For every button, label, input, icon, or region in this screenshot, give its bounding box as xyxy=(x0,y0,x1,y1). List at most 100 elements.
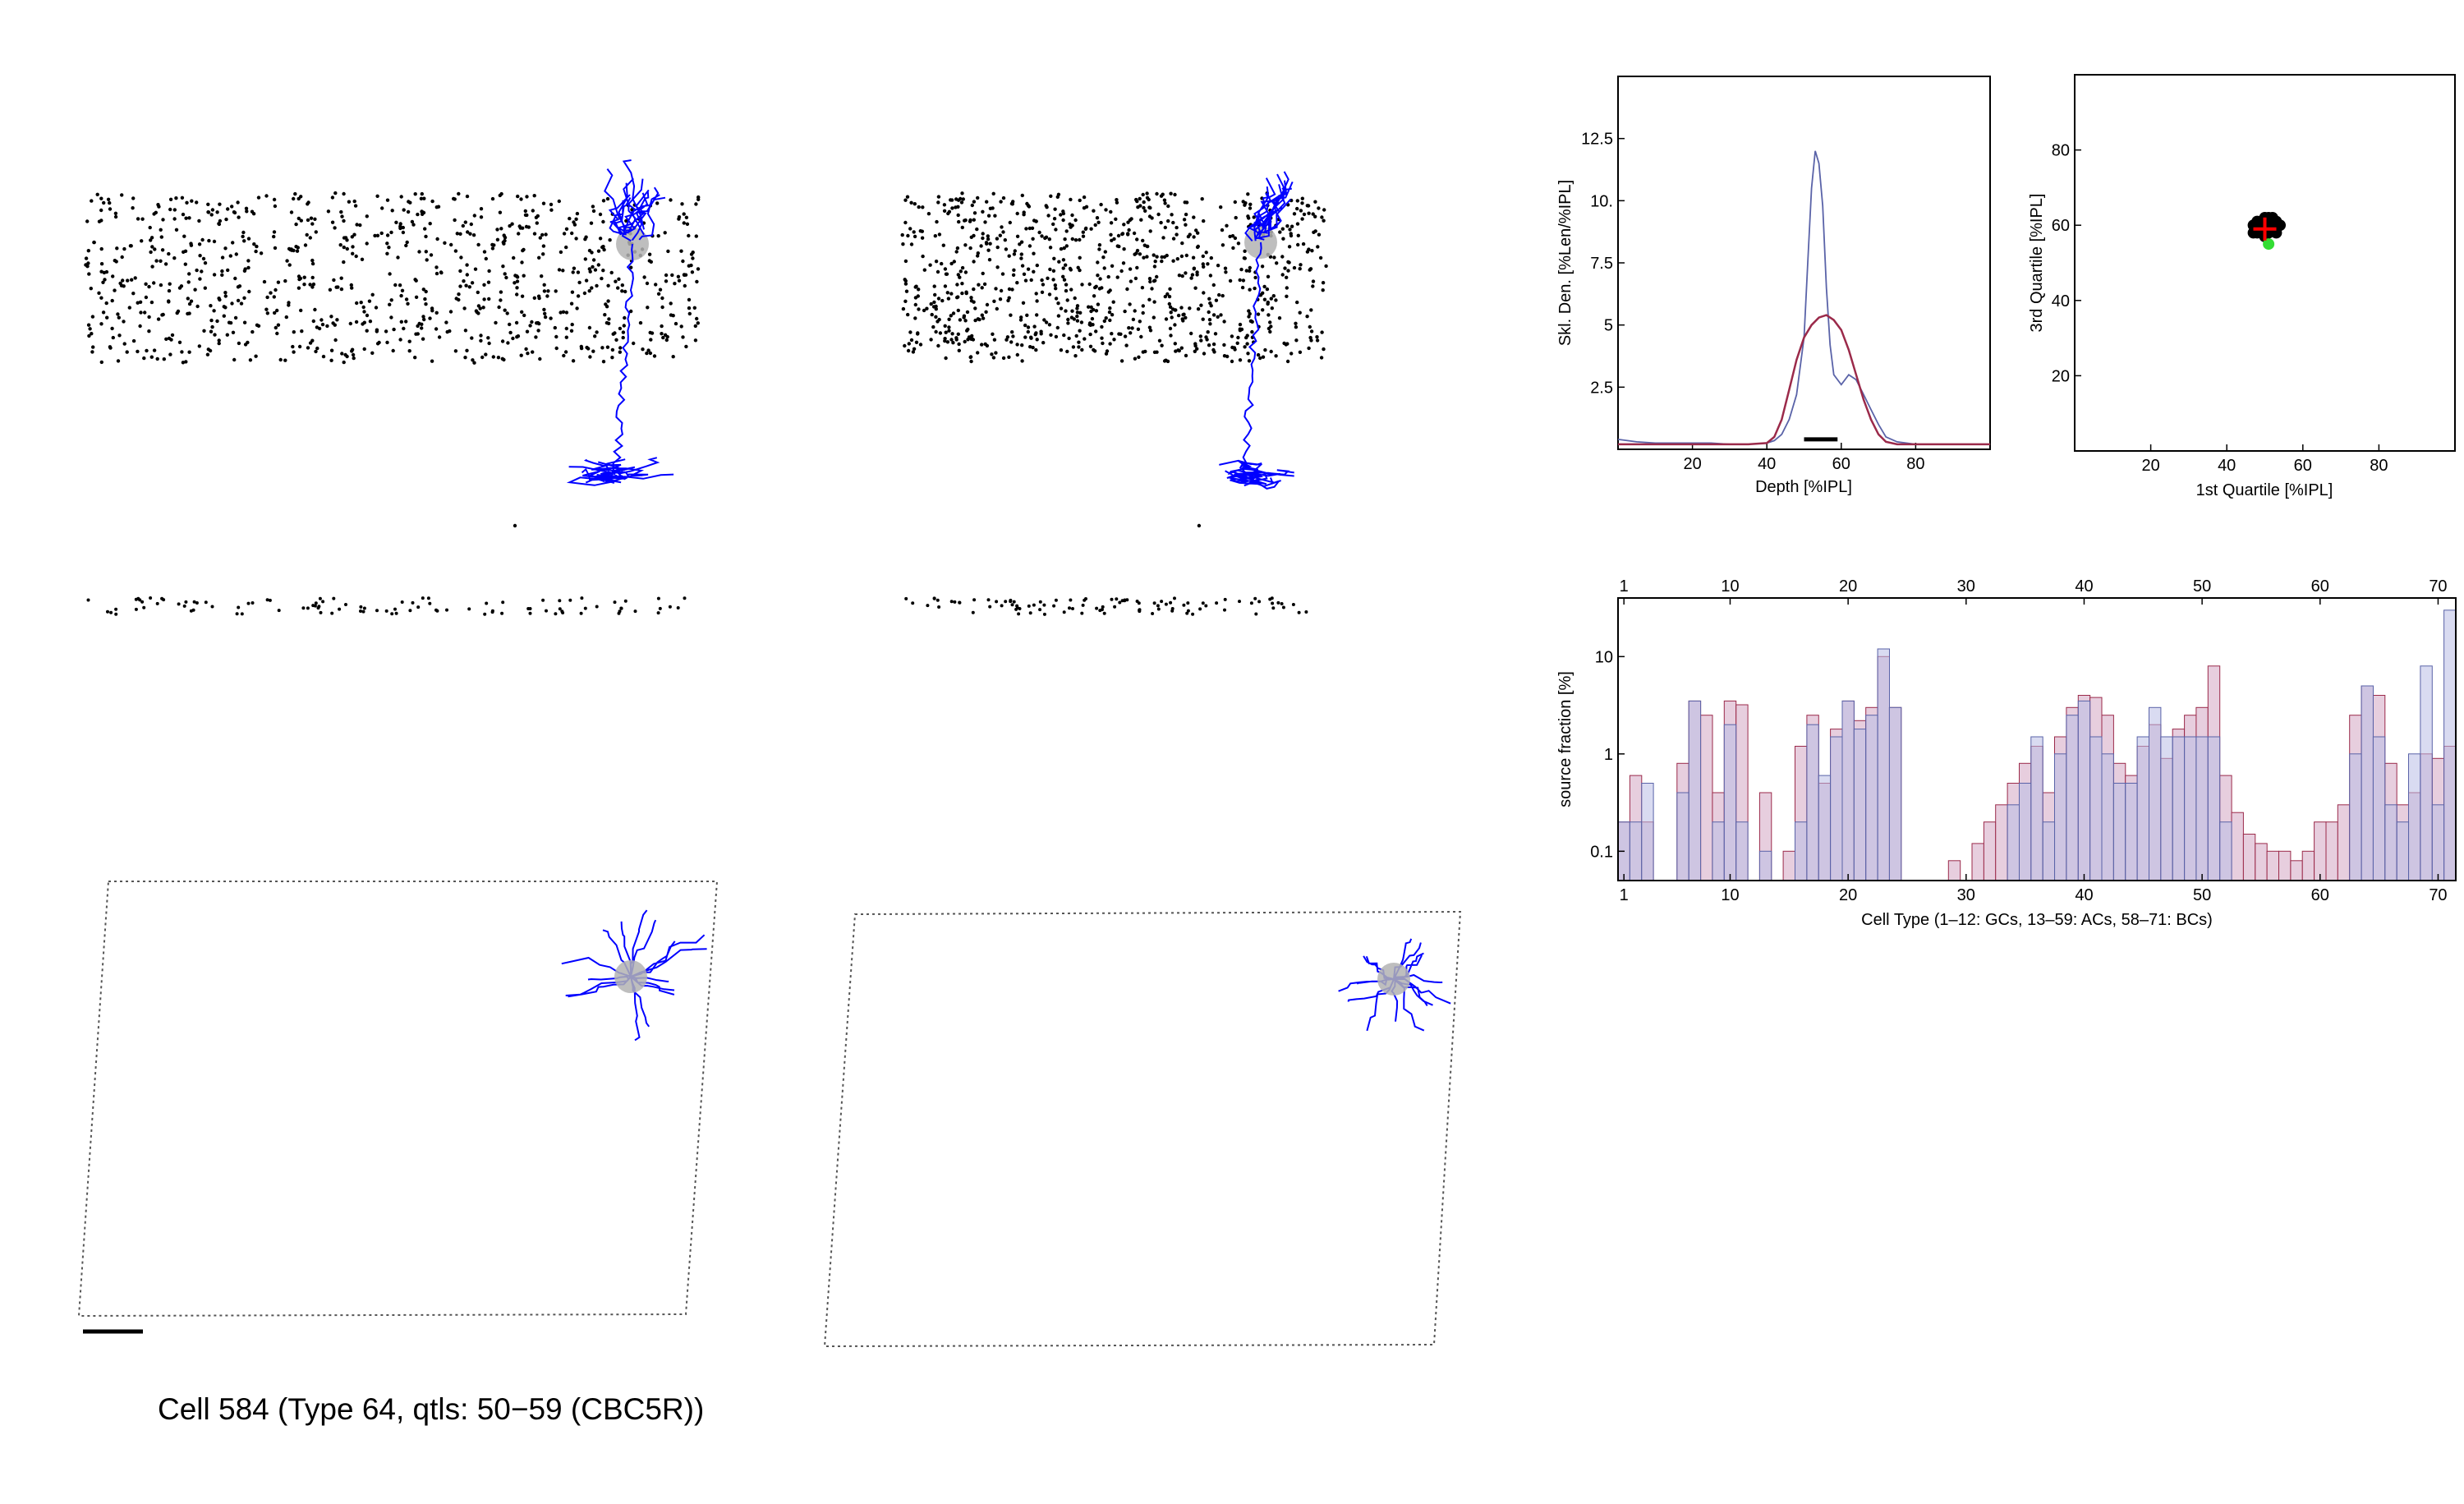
side-view-middle-soma-dot xyxy=(1247,315,1251,319)
side-view-left-soma-dot xyxy=(641,347,645,352)
side-view-middle-soma-dot xyxy=(991,356,996,360)
side-view-left-lower-dot xyxy=(319,610,323,614)
side-view-middle-soma-dot xyxy=(916,332,920,336)
side-view-middle-lower-dot xyxy=(1271,601,1275,605)
side-view-left-soma-dot xyxy=(355,301,359,306)
side-view-middle-soma-dot xyxy=(1097,287,1102,291)
side-view-left-soma-dot xyxy=(218,218,223,223)
side-view-middle-soma-dot xyxy=(1286,269,1290,273)
side-view-left-lower-dot xyxy=(359,605,363,609)
side-view-left-soma-dot xyxy=(443,241,447,245)
side-view-middle-soma-dot xyxy=(937,317,941,322)
source-bar-series-1 xyxy=(1700,715,1713,881)
source-bar-series-2 xyxy=(2054,753,2067,881)
side-view-middle-lower-dot xyxy=(926,604,930,608)
side-view-middle-soma-dot xyxy=(1199,303,1203,307)
side-view-left-soma-dot xyxy=(319,318,324,322)
side-view-middle-lower-dot xyxy=(1253,596,1257,600)
side-view-middle-soma-dot xyxy=(950,206,954,210)
source-bar-series-1 xyxy=(2278,850,2292,881)
side-view-middle-soma-dot xyxy=(1027,226,1032,231)
side-view-left-soma-dot xyxy=(117,315,121,320)
side-view-left-soma-dot xyxy=(502,357,506,362)
side-view-middle-soma-dot xyxy=(1167,294,1172,299)
side-view-left-soma-dot xyxy=(297,196,301,201)
side-view-middle-soma-dot xyxy=(1073,238,1078,242)
side-view-left-soma-dot xyxy=(534,215,539,219)
side-view-left-soma-dot xyxy=(110,298,114,303)
side-view-left-soma-dot xyxy=(505,311,509,315)
side-view-left-lower-dot xyxy=(109,610,113,614)
side-view-left-soma-dot xyxy=(361,305,365,310)
side-view-left-soma-dot xyxy=(108,207,113,211)
side-view-left-soma-dot xyxy=(136,301,140,305)
quartile-ytick-label: 40 xyxy=(2052,292,2070,310)
side-view-left-soma-dot xyxy=(239,301,244,306)
source-bar-series-1 xyxy=(2242,834,2256,881)
side-view-left-soma-dot xyxy=(203,286,207,290)
side-view-middle-soma-dot xyxy=(949,292,954,296)
side-view-left-soma-dot xyxy=(534,335,538,339)
side-view-middle-soma-dot xyxy=(1163,294,1168,299)
side-view-middle-soma-dot xyxy=(1047,292,1052,297)
side-view-left-soma-dot xyxy=(125,350,129,354)
side-view-left-soma-dot xyxy=(92,240,96,245)
side-view-left-soma-dot xyxy=(355,223,359,227)
side-view-middle-soma-dot xyxy=(1054,297,1059,301)
side-view-middle-soma-dot xyxy=(1287,245,1292,249)
side-view-middle-soma-dot xyxy=(995,306,1000,311)
side-view-left-soma-dot xyxy=(276,280,281,284)
side-view-middle-soma-dot xyxy=(1053,283,1058,287)
side-view-left-soma-dot xyxy=(164,337,168,341)
side-view-middle-soma-dot xyxy=(1147,325,1152,329)
side-view-middle-soma-dot xyxy=(1299,263,1303,267)
side-view-left-soma-dot xyxy=(276,323,281,327)
side-view-left-soma-dot xyxy=(329,315,333,319)
side-view-left-lower-dot xyxy=(149,596,153,600)
side-view-middle-soma-dot xyxy=(1115,198,1119,202)
side-view-left-soma-dot xyxy=(374,306,379,310)
side-view-middle-soma-dot xyxy=(1200,197,1204,201)
side-view-middle-soma-dot xyxy=(1322,347,1326,352)
side-view-middle-soma-dot xyxy=(968,218,972,223)
side-view-middle-soma-dot xyxy=(906,312,910,317)
side-view-left-soma-dot xyxy=(570,322,574,327)
side-view-middle-soma-dot xyxy=(986,214,991,218)
side-view-left-lower-dot xyxy=(246,601,251,605)
side-view-middle-soma-dot xyxy=(1207,343,1211,347)
side-view-middle-soma-dot xyxy=(938,331,943,335)
source-bar-series-1 xyxy=(1983,821,1997,881)
side-view-middle-soma-dot xyxy=(1193,349,1198,353)
side-view-left-soma-dot xyxy=(333,226,337,230)
side-view-middle-soma-dot xyxy=(1013,249,1018,253)
side-view-middle-soma-dot xyxy=(1040,234,1044,238)
side-view-left-soma-dot xyxy=(326,209,331,214)
source-fraction-frame xyxy=(1617,597,2457,881)
side-view-middle-soma-dot xyxy=(1070,213,1074,218)
side-view-left-soma-dot xyxy=(384,329,388,333)
side-view-middle-soma-dot xyxy=(1097,243,1102,247)
side-view-left-soma-dot xyxy=(190,199,194,203)
side-view-middle-soma-dot xyxy=(1245,333,1249,338)
side-view-middle-soma-dot xyxy=(1079,320,1084,324)
side-view-left-soma-dot xyxy=(181,361,186,365)
side-view-middle-soma-dot xyxy=(1108,318,1112,323)
side-view-left-soma-dot xyxy=(296,246,300,250)
side-view-left-lower-dot xyxy=(384,609,388,613)
side-view-left-soma-dot xyxy=(168,282,172,286)
side-view-left-soma-dot xyxy=(576,270,581,274)
side-view-middle-lower-dot xyxy=(1276,600,1280,605)
side-view-left-soma-dot xyxy=(170,333,175,338)
side-view-middle-soma-dot xyxy=(1278,230,1282,234)
depth-series-line-2 xyxy=(1618,314,1990,446)
side-view-left-soma-dot xyxy=(242,320,247,324)
side-view-middle-lower-dot xyxy=(1062,610,1066,614)
side-view-left-soma-dot xyxy=(515,292,519,297)
side-view-middle-soma-dot xyxy=(1123,309,1127,314)
side-view-left-soma-dot xyxy=(470,281,475,285)
side-view-middle-soma-dot xyxy=(1193,343,1198,348)
source-xtick-label-bottom: 50 xyxy=(2193,886,2211,904)
side-view-left-soma-dot xyxy=(246,340,250,345)
side-view-middle-soma-dot xyxy=(1280,273,1285,277)
side-view-middle-soma-dot xyxy=(1163,201,1167,205)
